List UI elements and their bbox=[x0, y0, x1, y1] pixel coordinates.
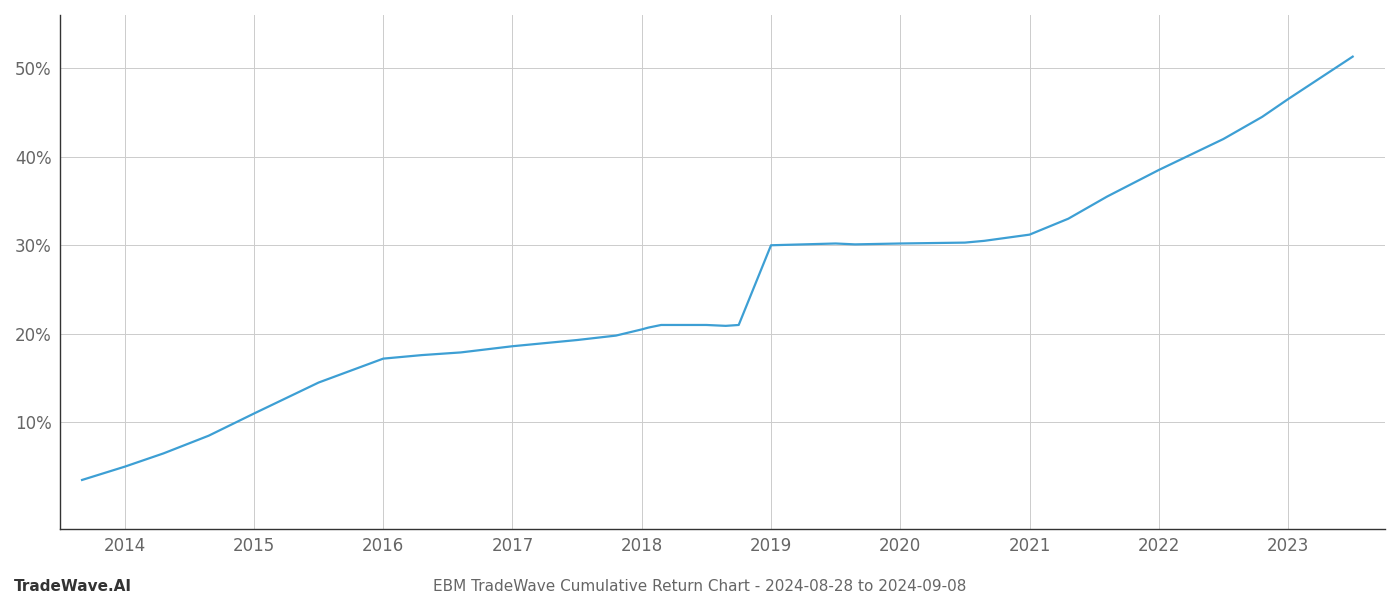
Text: EBM TradeWave Cumulative Return Chart - 2024-08-28 to 2024-09-08: EBM TradeWave Cumulative Return Chart - … bbox=[434, 579, 966, 594]
Text: TradeWave.AI: TradeWave.AI bbox=[14, 579, 132, 594]
